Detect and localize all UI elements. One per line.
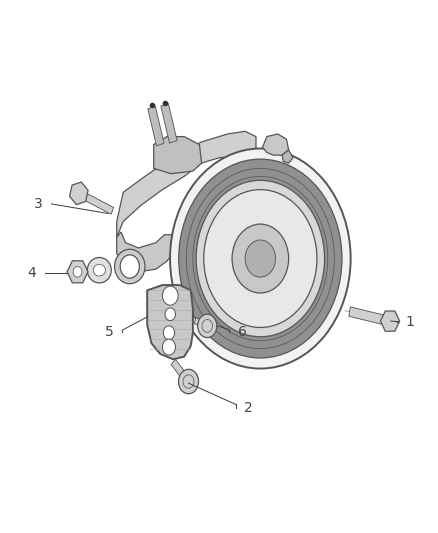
- Polygon shape: [81, 191, 113, 214]
- Ellipse shape: [245, 240, 276, 277]
- Text: 5: 5: [105, 325, 114, 338]
- Polygon shape: [381, 311, 399, 331]
- Polygon shape: [117, 131, 256, 237]
- Circle shape: [162, 286, 178, 305]
- Polygon shape: [349, 307, 383, 324]
- Ellipse shape: [93, 264, 106, 276]
- Ellipse shape: [115, 249, 145, 284]
- Polygon shape: [147, 285, 193, 359]
- Text: 2: 2: [244, 401, 253, 415]
- Circle shape: [73, 266, 82, 277]
- Polygon shape: [161, 103, 177, 143]
- Circle shape: [165, 308, 176, 320]
- Text: 1: 1: [405, 314, 414, 329]
- Ellipse shape: [170, 149, 351, 368]
- Polygon shape: [194, 318, 203, 327]
- Text: 4: 4: [28, 266, 36, 280]
- Circle shape: [179, 369, 198, 394]
- Ellipse shape: [87, 257, 111, 283]
- Polygon shape: [171, 359, 186, 378]
- Ellipse shape: [204, 190, 317, 327]
- Circle shape: [162, 339, 176, 355]
- Polygon shape: [282, 150, 293, 163]
- Polygon shape: [117, 232, 176, 272]
- Text: 3: 3: [34, 197, 43, 211]
- Text: 6: 6: [238, 325, 247, 338]
- Ellipse shape: [196, 180, 325, 337]
- Polygon shape: [262, 134, 289, 155]
- Polygon shape: [154, 136, 201, 174]
- Circle shape: [120, 255, 139, 278]
- Ellipse shape: [179, 159, 342, 358]
- Circle shape: [163, 326, 175, 340]
- Polygon shape: [70, 182, 88, 205]
- Polygon shape: [148, 106, 164, 146]
- Polygon shape: [67, 261, 88, 283]
- Ellipse shape: [232, 224, 289, 293]
- Circle shape: [198, 314, 217, 337]
